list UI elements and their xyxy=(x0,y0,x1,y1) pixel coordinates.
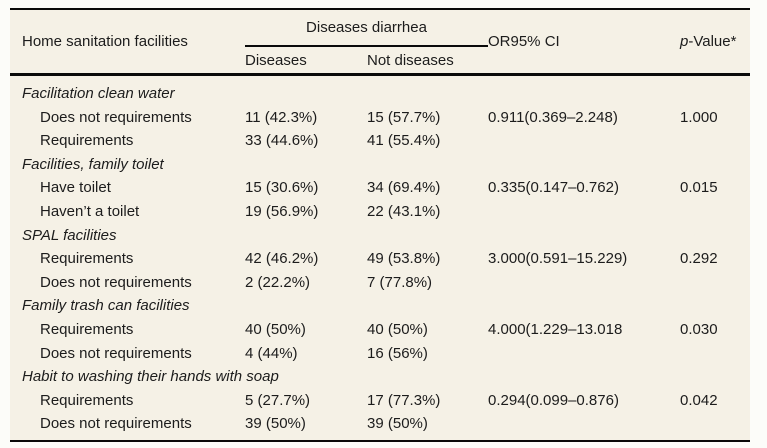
header-sub-diseases: Diseases xyxy=(245,51,307,69)
p-value-symbol: p xyxy=(680,33,689,50)
table-row: Requirements 33 (44.6%) 41 (55.4%) xyxy=(10,129,750,153)
table-row: Haven’t a toilet 19 (56.9%) 22 (43.1%) xyxy=(10,200,750,224)
sanitation-diarrhea-table: Home sanitation facilities Diseases diar… xyxy=(10,8,750,442)
cell-p-value xyxy=(680,412,750,441)
row-label: Does not requirements xyxy=(40,273,192,291)
cell-not-diseases: 15 (57.7%) xyxy=(367,108,441,126)
table-row: Have toilet 15 (30.6%) 34 (69.4%) 0.335(… xyxy=(10,176,750,200)
row-label: Requirements xyxy=(40,320,134,338)
cell-or-ci: 0.294(0.099–0.876) xyxy=(488,391,619,409)
statistics-table-block: Home sanitation facilities Diseases diar… xyxy=(10,8,750,442)
cell-diseases: 33 (44.6%) xyxy=(245,132,319,150)
row-label: Haven’t a toilet xyxy=(40,202,140,220)
cell-p-value xyxy=(680,271,750,295)
row-label: Requirements xyxy=(40,132,134,150)
cell-or-ci xyxy=(488,129,680,153)
cell-not-diseases: 17 (77.3%) xyxy=(367,391,441,409)
header-or-ci: OR95% CI xyxy=(488,33,560,50)
cell-diseases: 40 (50%) xyxy=(245,320,306,338)
cell-not-diseases: 40 (50%) xyxy=(367,320,428,338)
section-title-row: Facilities, family toilet xyxy=(10,153,750,177)
cell-p-value: 0.015 xyxy=(680,179,718,197)
table-row: Requirements 40 (50%) 40 (50%) 4.000(1.2… xyxy=(10,318,750,342)
header-home-sanitation: Home sanitation facilities xyxy=(22,33,188,50)
table-row: Requirements 5 (27.7%) 17 (77.3%) 0.294(… xyxy=(10,389,750,413)
cell-not-diseases: 41 (55.4%) xyxy=(367,132,441,150)
row-label: Requirements xyxy=(40,250,134,268)
section-title: Family trash can facilities xyxy=(22,297,190,315)
row-label: Requirements xyxy=(40,391,134,409)
section-title: Habit to washing their hands with soap xyxy=(22,368,279,386)
cell-diseases: 2 (22.2%) xyxy=(245,273,311,291)
cell-diseases: 4 (44%) xyxy=(245,344,298,362)
p-value-suffix: -Value* xyxy=(688,33,737,50)
header-p-value: p-Value* xyxy=(680,9,750,75)
cell-diseases: 15 (30.6%) xyxy=(245,179,319,197)
table-row: Does not requirements 11 (42.3%) 15 (57.… xyxy=(10,106,750,130)
row-label: Does not requirements xyxy=(40,108,192,126)
cell-or-ci: 3.000(0.591–15.229) xyxy=(488,250,628,268)
cell-not-diseases: 34 (69.4%) xyxy=(367,179,441,197)
cell-diseases: 42 (46.2%) xyxy=(245,250,319,268)
header-sub-not-diseases: Not diseases xyxy=(367,51,454,69)
section-title: SPAL facilities xyxy=(22,226,117,244)
table-body: Facilitation clean water Does not requir… xyxy=(10,75,750,441)
row-label: Does not requirements xyxy=(40,415,192,433)
section-title-row: Family trash can facilities xyxy=(10,294,750,318)
cell-not-diseases: 39 (50%) xyxy=(367,415,428,433)
cell-p-value xyxy=(680,200,750,224)
cell-diseases: 19 (56.9%) xyxy=(245,202,319,220)
cell-not-diseases: 16 (56%) xyxy=(367,344,428,362)
cell-or-ci xyxy=(488,412,680,441)
cell-or-ci: 4.000(1.229–13.018 xyxy=(488,320,623,338)
cell-not-diseases: 49 (53.8%) xyxy=(367,250,441,268)
cell-p-value xyxy=(680,129,750,153)
table-row: Does not requirements 2 (22.2%) 7 (77.8%… xyxy=(10,271,750,295)
cell-not-diseases: 7 (77.8%) xyxy=(367,273,433,291)
section-title: Facilitation clean water xyxy=(22,85,175,102)
cell-or-ci xyxy=(488,200,680,224)
cell-diseases: 11 (42.3%) xyxy=(245,108,318,126)
cell-or-ci xyxy=(488,271,680,295)
cell-diseases: 39 (50%) xyxy=(245,415,306,433)
section-title-row: Habit to washing their hands with soap xyxy=(10,365,750,389)
cell-or-ci: 0.335(0.147–0.762) xyxy=(488,179,619,197)
cell-p-value: 0.292 xyxy=(680,250,718,268)
cell-p-value: 0.030 xyxy=(680,320,718,338)
cell-p-value xyxy=(680,342,750,366)
row-label: Does not requirements xyxy=(40,344,192,362)
section-title: Facilities, family toilet xyxy=(22,155,164,173)
section-title-row: Facilitation clean water xyxy=(10,75,750,106)
cell-p-value: 1.000 xyxy=(680,108,718,126)
cell-or-ci: 0.911(0.369–2.248) xyxy=(488,108,618,126)
cell-p-value: 0.042 xyxy=(680,391,718,409)
row-label: Have toilet xyxy=(40,179,111,197)
cell-or-ci xyxy=(488,342,680,366)
header-diseases-diarrhea-spanner: Diseases diarrhea xyxy=(245,9,488,47)
table-header: Home sanitation facilities Diseases diar… xyxy=(10,9,750,75)
section-title-row: SPAL facilities xyxy=(10,224,750,248)
table-row: Requirements 42 (46.2%) 49 (53.8%) 3.000… xyxy=(10,247,750,271)
table-row: Does not requirements 4 (44%) 16 (56%) xyxy=(10,342,750,366)
cell-not-diseases: 22 (43.1%) xyxy=(367,202,441,220)
cell-diseases: 5 (27.7%) xyxy=(245,391,311,409)
table-row: Does not requirements 39 (50%) 39 (50%) xyxy=(10,412,750,441)
